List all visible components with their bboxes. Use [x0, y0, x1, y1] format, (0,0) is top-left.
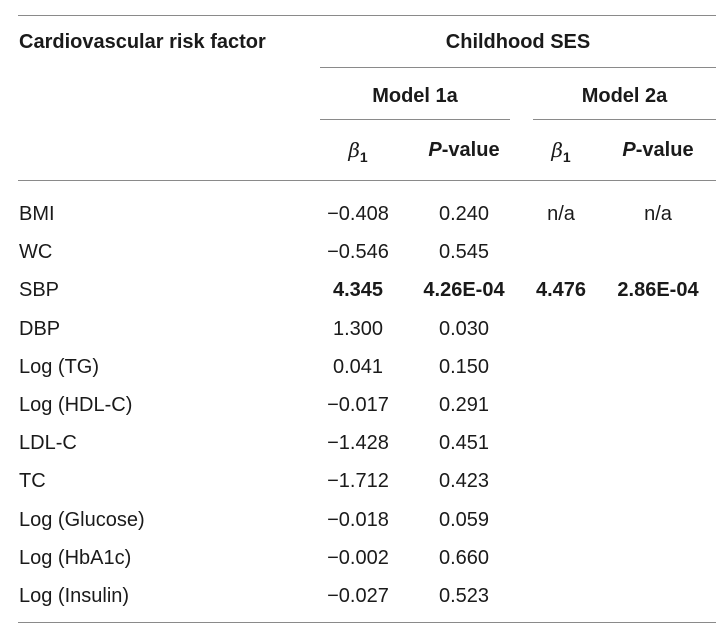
cell-factor: Log (HDL-C)	[19, 394, 133, 416]
cell-beta-model1: −0.017	[327, 394, 389, 416]
cell-beta-model1: 4.345	[332, 279, 384, 301]
pvalue-rest: -value	[441, 139, 500, 161]
cell-factor: Log (Insulin)	[19, 585, 130, 607]
cell-beta-model1: −0.546	[327, 241, 389, 263]
group-rule	[320, 67, 716, 68]
cell-factor: WC	[19, 241, 53, 263]
cell-beta-model1: −1.428	[327, 432, 389, 454]
cell-beta-model1: 0.041	[332, 356, 384, 378]
cell-beta-model1: −0.408	[327, 203, 389, 225]
cell-factor: LDL-C	[19, 432, 77, 454]
model1-rule	[320, 119, 510, 120]
cell-beta-model1: −1.712	[327, 470, 389, 492]
cell-pvalue-model2: 2.86E-04	[617, 279, 699, 301]
cell-factor: Log (Glucose)	[19, 509, 145, 531]
cell-beta-model1: 1.300	[332, 318, 384, 340]
pvalue-italic: P	[622, 139, 636, 161]
cell-pvalue-model1: 0.150	[438, 356, 490, 378]
pvalue-italic: P	[428, 139, 442, 161]
group-header: Childhood SES	[445, 31, 591, 53]
cell-factor: TC	[19, 470, 46, 492]
beta-header-model2: β1	[521, 138, 601, 169]
beta-header-model1: β1	[318, 138, 398, 169]
cell-pvalue-model2: n/a	[644, 203, 672, 225]
cell-factor: SBP	[19, 279, 60, 301]
bottom-rule	[18, 622, 716, 623]
cell-pvalue-model1: 0.291	[438, 394, 490, 416]
cell-beta-model2: 4.476	[535, 279, 587, 301]
cell-beta-model1: −0.002	[327, 547, 389, 569]
beta-subscript: 1	[359, 149, 368, 165]
pvalue-rest: -value	[635, 139, 694, 161]
cell-beta-model1: −0.027	[327, 585, 389, 607]
cell-pvalue-model1: 0.423	[438, 470, 490, 492]
header-bottom-rule	[18, 180, 716, 181]
cell-pvalue-model1: 0.030	[438, 318, 490, 340]
cell-pvalue-model1: 0.451	[438, 432, 490, 454]
cell-pvalue-model1: 4.26E-04	[423, 279, 505, 301]
cell-pvalue-model1: 0.545	[438, 241, 490, 263]
beta-symbol: β	[551, 138, 563, 162]
pvalue-header-model1: P-value	[412, 138, 516, 162]
cell-pvalue-model1: 0.240	[438, 203, 490, 225]
cell-pvalue-model1: 0.523	[438, 585, 490, 607]
cell-factor: BMI	[19, 203, 55, 225]
model1-header: Model 1a	[372, 85, 458, 107]
beta-symbol: β	[348, 138, 360, 162]
pvalue-header-model2: P-value	[606, 138, 710, 162]
cell-beta-model2: n/a	[547, 203, 575, 225]
cell-pvalue-model1: 0.660	[438, 547, 490, 569]
beta-subscript: 1	[562, 149, 571, 165]
model2-rule	[533, 119, 716, 120]
cell-factor: Log (TG)	[19, 356, 100, 378]
cell-factor: DBP	[19, 318, 61, 340]
cell-factor: Log (HbA1c)	[19, 547, 132, 569]
cell-pvalue-model1: 0.059	[438, 509, 490, 531]
model2-header: Model 2a	[581, 85, 668, 107]
risk-factor-header: Cardiovascular risk factor	[19, 31, 266, 53]
top-rule	[18, 15, 716, 16]
cell-beta-model1: −0.018	[327, 509, 389, 531]
